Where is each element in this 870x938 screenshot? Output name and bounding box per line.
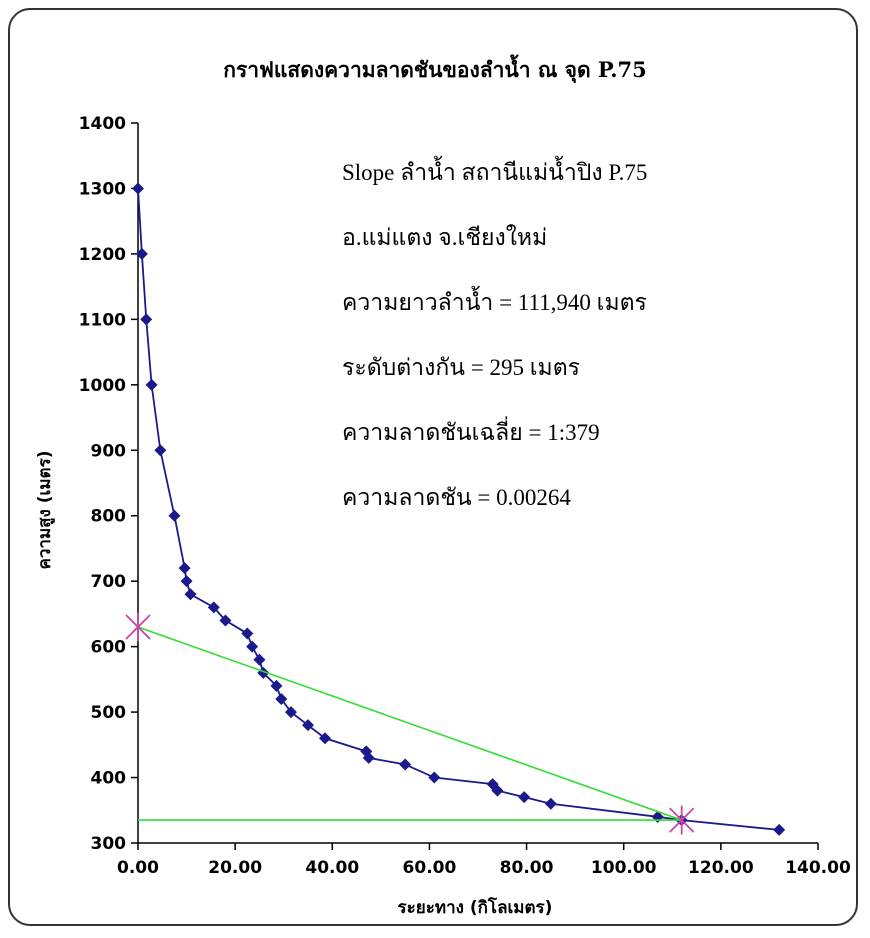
y-tick-label: 1000 (79, 376, 126, 396)
x-tick-label: 20.00 (208, 858, 262, 878)
data-point (132, 182, 144, 195)
data-point (253, 653, 266, 666)
data-point (145, 378, 158, 391)
data-point (518, 791, 531, 804)
annotation-box: Slope ลำน้ำ สถานีแม่น้ำปิง P.75 อ.แม่แตง … (342, 156, 647, 510)
plot-area (125, 182, 786, 836)
data-point (275, 693, 288, 705)
y-axis-label: ความสูง (เมตร) (35, 451, 56, 570)
annotation-line: ความลาดชันเฉลี่ย = 1:379 (342, 416, 600, 445)
series-1-line (137, 626, 682, 821)
data-point (140, 313, 153, 326)
data-point (302, 719, 314, 732)
y-tick-label: 1200 (79, 245, 126, 265)
annotation-line: อ.แม่แตง จ.เชียงใหม่ (342, 224, 547, 250)
star-marker (669, 805, 695, 835)
data-point (168, 509, 181, 522)
y-tick-label: 1300 (79, 179, 126, 199)
data-point (270, 679, 283, 692)
data-point (285, 706, 297, 719)
y-tick-label: 1400 (79, 114, 126, 134)
data-point (428, 771, 441, 784)
data-point (399, 758, 412, 771)
x-tick-label: 80.00 (500, 858, 554, 878)
data-point (773, 823, 786, 836)
x-tick-label: 100.00 (591, 858, 657, 878)
data-point (491, 784, 504, 797)
y-tick-label: 300 (91, 834, 127, 854)
data-point (180, 575, 193, 588)
annotation-line: ความยาวลำน้ำ = 111,940 เมตร (342, 286, 647, 315)
annotation-line: ระดับต่างกัน = 295 เมตร (342, 355, 580, 380)
data-point (178, 562, 191, 575)
x-axis-label: ระยะทาง (กิโลเมตร) (398, 897, 553, 918)
y-tick-label: 500 (91, 703, 127, 723)
data-point (241, 627, 254, 640)
axes (131, 122, 819, 850)
x-tick-label: 0.00 (117, 858, 159, 878)
data-point (544, 797, 557, 810)
tick-labels: 300 400 500 600 700 800 900 1000 1100 1200 1300 140… (79, 114, 851, 878)
x-tick-label: 140.00 (785, 858, 851, 878)
data-point (184, 588, 197, 601)
y-tick-label: 600 (91, 638, 127, 658)
data-point (246, 640, 259, 653)
x-tick-label: 40.00 (305, 858, 359, 878)
y-tick-label: 1100 (79, 310, 126, 330)
y-tick-label: 900 (91, 441, 127, 461)
annotation-line: ความลาดชัน = 0.00264 (342, 485, 571, 510)
data-point (207, 601, 220, 614)
data-point (219, 614, 232, 627)
data-point (319, 732, 331, 745)
data-point (362, 751, 375, 764)
y-tick-label: 400 (91, 769, 127, 789)
data-point (135, 247, 148, 260)
annotation-line: Slope ลำน้ำ สถานีแม่น้ำปิง P.75 (342, 156, 647, 185)
x-tick-label: 60.00 (403, 858, 457, 878)
y-tick-label: 800 (91, 507, 127, 527)
star-marker (125, 612, 151, 642)
chart-title: กราฟแสดงความลาดชันของลำน้ำ ณ จุด P.75 (223, 54, 647, 84)
data-point (154, 444, 167, 457)
y-tick-label: 700 (91, 572, 127, 592)
x-tick-label: 120.00 (688, 858, 754, 878)
